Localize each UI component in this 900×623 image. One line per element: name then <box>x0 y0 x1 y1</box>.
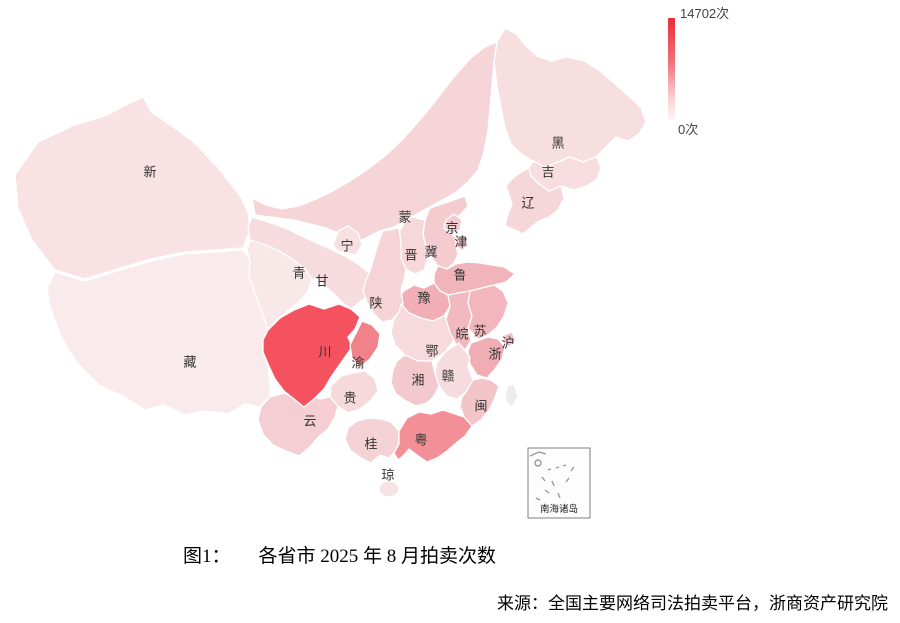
province-label-henan: 豫 <box>417 291 430 306</box>
province-xinjiang[interactable] <box>14 96 251 280</box>
legend-max-label: 14702次 <box>680 6 730 21</box>
province-label-anhui: 皖 <box>455 327 468 342</box>
province-label-hainan: 琼 <box>381 468 394 483</box>
province-label-guangdong: 粤 <box>414 433 427 448</box>
province-ningxia[interactable] <box>332 225 363 256</box>
province-label-liaoning: 辽 <box>521 196 534 211</box>
province-label-shaanxi: 陕 <box>369 296 382 311</box>
province-heilongjiang[interactable] <box>493 27 647 168</box>
province-shaanxi[interactable] <box>362 227 407 323</box>
province-label-hunan: 湘 <box>411 373 424 388</box>
province-label-hebei: 冀 <box>424 245 437 260</box>
province-guangdong[interactable] <box>393 409 473 463</box>
figure-caption-text: 各省市 2025 年 8 月拍卖次数 <box>258 546 497 567</box>
province-zhejiang[interactable] <box>467 336 506 379</box>
province-guizhou[interactable] <box>329 370 379 414</box>
province-label-jiangxi: 赣 <box>441 369 454 384</box>
province-label-chongqing: 渝 <box>351 356 364 371</box>
province-guangxi[interactable] <box>344 417 400 464</box>
inset-label: 南海诸岛 <box>540 503 578 515</box>
province-label-beijing: 京 <box>445 221 458 236</box>
province-label-shanghai: 沪 <box>501 336 514 351</box>
province-label-jiangsu: 苏 <box>473 324 486 339</box>
province-label-hubei: 鄂 <box>425 344 438 359</box>
province-taiwan[interactable] <box>504 383 519 408</box>
province-label-gansu: 甘 <box>315 274 328 289</box>
inset-islands <box>529 451 575 501</box>
province-jiangsu[interactable] <box>467 284 509 340</box>
province-label-yunnan: 云 <box>303 414 316 429</box>
province-beijing[interactable] <box>443 213 463 235</box>
province-label-shanxi: 晋 <box>404 248 417 263</box>
province-fujian[interactable] <box>459 377 500 427</box>
china-map: 新藏 青甘 蒙 黑吉辽宁晋冀京津鲁豫 陕鄂 皖苏沪浙赣 湘闽云 贵桂 川渝粤琼 <box>14 27 647 519</box>
province-label-qinghai: 青 <box>292 266 305 281</box>
legend-gradient-bar <box>668 18 675 119</box>
province-tianjin[interactable] <box>455 233 469 252</box>
province-label-neimenggu: 蒙 <box>398 210 411 225</box>
map-legend: 14702次 0次 <box>666 3 756 143</box>
province-label-tianjin: 津 <box>454 235 467 250</box>
province-xizang[interactable] <box>46 249 271 416</box>
province-label-guizhou: 贵 <box>343 391 356 406</box>
province-label-heilongjiang: 黑 <box>551 136 564 151</box>
province-jiangxi[interactable] <box>434 342 474 400</box>
province-label-zhejiang: 浙 <box>488 347 501 362</box>
province-label-shandong: 鲁 <box>453 268 466 283</box>
province-sichuan[interactable] <box>262 303 361 408</box>
province-label-xizang: 藏 <box>183 355 196 370</box>
province-label-guangxi: 桂 <box>364 437 377 452</box>
province-chongqing[interactable] <box>349 320 381 368</box>
legend-min-label: 0次 <box>678 122 699 137</box>
figure-caption-number: 图1： <box>183 546 231 567</box>
figure-source: 来源：全国主要网络司法拍卖平台，浙商资产研究院 <box>497 594 888 613</box>
figure-caption: 图1： 各省市 2025 年 8 月拍卖次数 <box>183 541 496 568</box>
province-shanghai[interactable] <box>502 331 517 348</box>
south-china-sea-inset: 南海诸岛 <box>527 447 591 519</box>
province-label-jilin: 吉 <box>541 165 554 180</box>
province-hunan[interactable] <box>390 354 440 407</box>
province-label-fujian: 闽 <box>474 399 487 414</box>
province-label-ningxia: 宁 <box>340 239 353 254</box>
province-liaoning[interactable] <box>504 167 565 235</box>
province-label-sichuan: 川 <box>318 345 331 360</box>
province-hainan[interactable] <box>378 480 400 498</box>
province-label-xinjiang: 新 <box>143 165 156 180</box>
